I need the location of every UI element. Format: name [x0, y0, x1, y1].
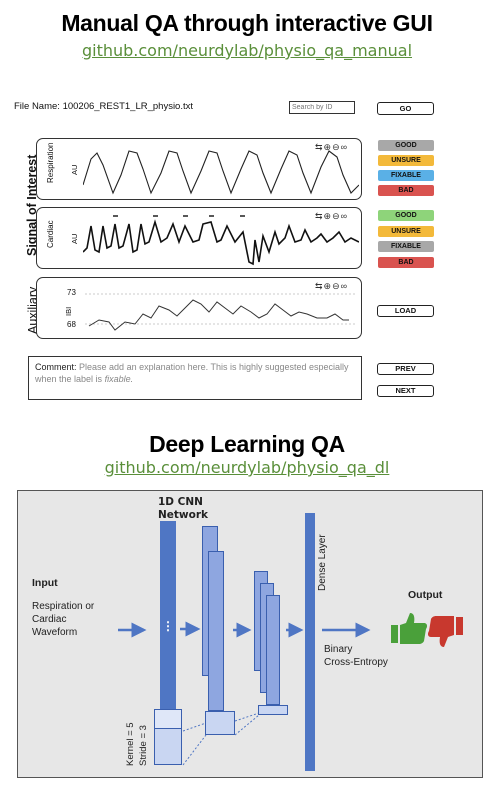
prev-button[interactable]: PREV: [377, 363, 434, 375]
ibi-plot: [85, 293, 355, 331]
cardiac-au-label: AU: [70, 233, 79, 244]
zoom-in-icon[interactable]: ⊕: [323, 211, 333, 221]
comment-box[interactable]: Comment: Please add an explanation here.…: [28, 356, 362, 400]
file-name-label: File Name: 100206_REST1_LR_physio.txt: [14, 101, 194, 112]
respiration-axis-label: Respiration: [46, 142, 55, 183]
dl-qa-link[interactable]: github.com/neurdylab/physio_qa_dl: [104, 458, 390, 477]
auxiliary-toolbar: ⇆⊕⊖∞: [315, 281, 348, 292]
card-bad-button[interactable]: BAD: [378, 257, 434, 268]
go-button[interactable]: GO: [377, 102, 434, 115]
comment-label: Comment:: [35, 362, 77, 372]
zoom-out-icon[interactable]: ⊖: [332, 211, 341, 221]
zoom-out-icon[interactable]: ⊖: [332, 281, 341, 291]
link-icon[interactable]: ∞: [340, 211, 349, 221]
input-desc-1: Respiration or: [32, 601, 95, 612]
manual-qa-title: Manual QA through interactive GUI: [61, 10, 433, 36]
thumbs-up-icon: [391, 613, 428, 644]
link-icon[interactable]: ∞: [340, 142, 349, 152]
thumbs-output: [391, 613, 463, 647]
cnn-layer-2b: [208, 551, 224, 711]
card-unsure-button[interactable]: UNSURE: [378, 226, 434, 237]
next-button[interactable]: NEXT: [377, 385, 434, 397]
dl-arrows: [118, 621, 371, 766]
output-label: Output: [408, 589, 443, 601]
manual-qa-link[interactable]: github.com/neurdylab/physio_qa_manual: [81, 41, 413, 60]
link-icon[interactable]: ∞: [340, 281, 349, 291]
thumbs-down-icon: [427, 616, 463, 647]
comment-placeholder: Please add an explanation here. This is …: [35, 362, 349, 384]
resp-bad-button[interactable]: BAD: [378, 185, 434, 196]
cardiac-panel: Cardiac AU ⇆⊕⊖∞: [36, 207, 362, 269]
kernel-window-3: [258, 705, 288, 715]
loss-label-2: Cross-Entropy: [324, 657, 388, 668]
zoom-in-icon[interactable]: ⊕: [323, 281, 333, 291]
zoom-out-icon[interactable]: ⊖: [332, 142, 341, 152]
respiration-panel: Respiration AU ⇆⊕⊖∞: [36, 138, 362, 200]
auxiliary-panel: IBI 73 68 ⇆⊕⊖∞: [36, 277, 362, 339]
input-desc-2: Cardiac: [32, 614, 67, 625]
dense-layer-bar: [305, 513, 315, 771]
stride-label: Stride = 3: [138, 725, 149, 766]
dl-diagram: 1D CNN Network Input Respiration or Card…: [17, 490, 483, 778]
resp-fixable-button[interactable]: FIXABLE: [378, 170, 434, 181]
input-desc-3: Waveform: [32, 627, 78, 638]
kernel-window-overlap: [154, 709, 182, 729]
pan-icon[interactable]: ⇆: [315, 142, 324, 152]
ibi-tick-high: 73: [67, 288, 76, 297]
cardiac-axis-label: Cardiac: [46, 220, 55, 248]
comment-emphasis: fixable.: [104, 374, 134, 384]
resp-good-button[interactable]: GOOD: [378, 140, 434, 151]
kernel-window-2: [205, 711, 235, 735]
ibi-axis-label: IBI: [64, 306, 73, 316]
kernel-label: Kernel = 5: [125, 722, 136, 766]
card-good-button[interactable]: GOOD: [378, 210, 434, 221]
resp-unsure-button[interactable]: UNSURE: [378, 155, 434, 166]
input-label: Input: [32, 577, 58, 589]
loss-label-1: Binary: [324, 644, 353, 655]
cnn-layer-1: [160, 521, 176, 765]
cardiac-toolbar: ⇆⊕⊖∞: [315, 211, 348, 222]
respiration-waveform: [83, 150, 359, 195]
cnn-label-1: 1D CNN: [158, 496, 203, 508]
respiration-toolbar: ⇆⊕⊖∞: [315, 142, 348, 153]
dl-qa-title: Deep Learning QA: [149, 431, 345, 457]
cnn-label-2: Network: [158, 509, 209, 521]
dense-layer-label: Dense Layer: [317, 534, 328, 591]
pan-icon[interactable]: ⇆: [315, 211, 324, 221]
zoom-in-icon[interactable]: ⊕: [323, 142, 333, 152]
cnn-layer-3c: [266, 595, 280, 705]
pan-icon[interactable]: ⇆: [315, 281, 324, 291]
cardiac-waveform: [83, 215, 359, 266]
ibi-tick-low: 68: [67, 320, 76, 329]
respiration-au-label: AU: [70, 164, 79, 175]
ellipsis-icon: ⋮: [162, 619, 174, 633]
load-button[interactable]: LOAD: [377, 305, 434, 317]
search-input[interactable]: [289, 101, 355, 114]
card-fixable-button[interactable]: FIXABLE: [378, 241, 434, 252]
